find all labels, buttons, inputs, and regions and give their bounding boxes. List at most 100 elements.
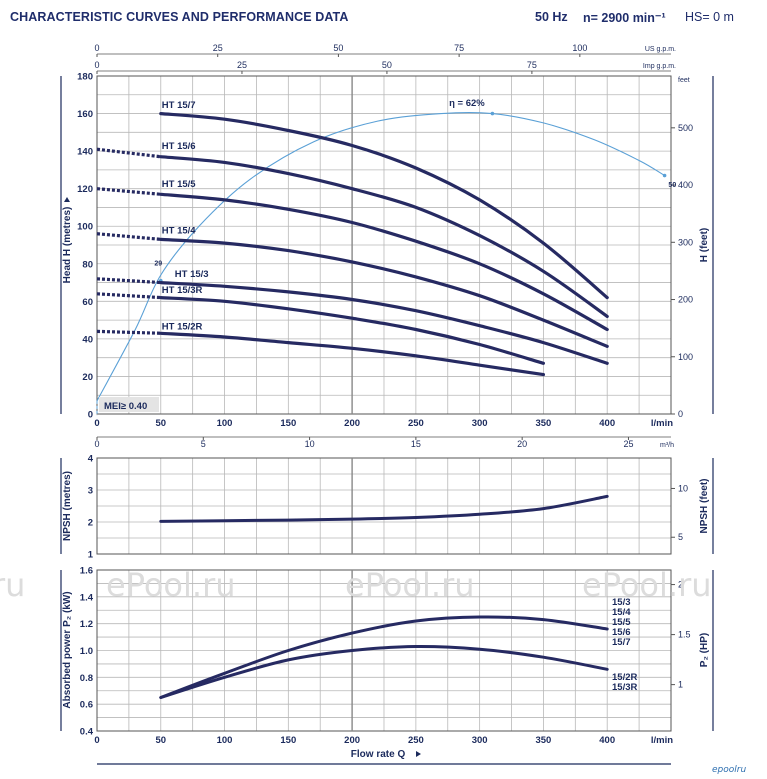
efficiency-peak-point	[490, 111, 495, 116]
head-x-tick-label: 50	[155, 418, 166, 429]
npsh-y-tick-label: 1	[88, 550, 94, 561]
imp-gpm-tick-label: 75	[527, 60, 537, 70]
mei-label-bg	[99, 397, 159, 412]
feet-tick-label: 400	[678, 180, 693, 190]
us-gpm-unit: US g.p.m.	[645, 46, 676, 53]
npsh-y-axis-label: NPSH (metres)	[62, 471, 73, 541]
power-x-tick-label: 150	[280, 735, 296, 746]
power-curve-label: 15/5	[612, 617, 631, 628]
head-curve-dashed	[96, 329, 161, 335]
head-y-tick-label: 40	[82, 334, 93, 345]
feet-tick-label: 0	[678, 409, 683, 419]
power-x-tick-label: 350	[535, 735, 551, 746]
power-x-axis-label: Flow rate Q	[351, 749, 406, 760]
power-y-tick-label: 1.4	[80, 592, 94, 603]
imp-gpm-tick-label: 50	[382, 60, 392, 70]
chart-title: CHARACTERISTIC CURVES AND PERFORMANCE DA…	[10, 10, 349, 24]
speed-label: n= 2900 min⁻¹	[583, 11, 666, 25]
head-curve-dashed	[96, 187, 161, 196]
power-x-tick-label: 0	[94, 735, 99, 746]
head-curve-label: HT 15/3	[175, 269, 209, 280]
power-y-tick-label: 1.0	[80, 646, 93, 657]
feet-tick-label: 500	[678, 123, 693, 133]
head-y2-axis-label: H (feet)	[699, 228, 710, 262]
power-y-tick-label: 0.6	[80, 700, 93, 711]
head-y-tick-label: 120	[77, 184, 93, 195]
us-gpm-tick-label: 75	[454, 43, 464, 53]
head-curve-label: HT 15/4	[162, 226, 197, 237]
npsh-feet-tick-label: 5	[678, 532, 683, 542]
power-x-tick-label: 250	[408, 735, 424, 746]
power-curve-label: 15/3	[612, 597, 631, 608]
head-x-tick-label: 400	[599, 418, 615, 429]
head-y-tick-label: 80	[82, 259, 93, 270]
m3h-tick-label: 0	[94, 439, 99, 449]
watermark-text: ePool.ru	[582, 566, 712, 604]
head-grid	[96, 75, 672, 415]
power-x-tick-label: 200	[344, 735, 360, 746]
power-curve-label: 15/2R	[612, 672, 637, 683]
head-y-tick-label: 140	[77, 147, 93, 158]
power-curve	[159, 644, 609, 699]
npsh-curve	[159, 494, 609, 523]
frequency-label: 50 Hz	[535, 10, 568, 24]
feet-tick-label: 300	[678, 237, 693, 247]
head-x-tick-label: 200	[344, 418, 360, 429]
head-y-tick-label: 60	[82, 297, 93, 308]
efficiency-peak-label: η = 62%	[449, 98, 485, 109]
efficiency-curve	[96, 111, 665, 402]
head-frame	[96, 75, 672, 415]
us-gpm-tick-label: 100	[572, 43, 587, 53]
head-y-axis-label: Head H (metres)	[62, 207, 73, 284]
npsh-y-tick-label: 3	[88, 486, 93, 497]
head-curve	[159, 192, 609, 332]
m3h-tick-label: 20	[517, 439, 527, 449]
m3h-tick-label: 25	[623, 439, 633, 449]
m3h-unit: m³/h	[660, 442, 674, 449]
npsh-feet-tick-label: 10	[678, 483, 688, 493]
efficiency-end-point	[662, 173, 667, 178]
head-x-tick-label: 250	[408, 418, 424, 429]
us-gpm-tick-label: 0	[94, 43, 99, 53]
npsh-y-tick-label: 4	[88, 454, 94, 465]
hp-tick-label: 1	[678, 680, 683, 690]
y-axis-arrow-icon	[64, 197, 70, 202]
npsh-grid	[96, 457, 672, 555]
head-curve	[159, 112, 609, 300]
m3h-tick-label: 10	[305, 439, 315, 449]
hs-label: HS= 0 m	[685, 10, 734, 24]
power-x-tick-label: 50	[155, 735, 166, 746]
head-curve	[159, 281, 609, 365]
power-x-tick-label: 400	[599, 735, 615, 746]
head-y-tick-label: 20	[82, 372, 93, 383]
head-y-tick-label: 160	[77, 109, 93, 120]
head-curve	[159, 155, 609, 318]
hp-tick-label: 1.5	[678, 630, 691, 640]
power-y2-axis-label: P₂ (HP)	[699, 633, 710, 667]
power-y-tick-label: 1.6	[80, 566, 93, 577]
efficiency-29-label: 29	[154, 261, 162, 268]
head-x-unit: l/min	[651, 418, 673, 429]
head-x-tick-label: 150	[280, 418, 296, 429]
us-gpm-tick-label: 50	[333, 43, 343, 53]
us-gpm-tick-label: 25	[213, 43, 223, 53]
m3h-tick-label: 15	[411, 439, 421, 449]
power-curve-label: 15/4	[612, 607, 631, 618]
power-curve	[159, 615, 609, 699]
power-curve-label: 15/6	[612, 627, 631, 638]
head-curve-label: HT 15/6	[162, 141, 196, 152]
head-curve	[159, 331, 545, 377]
power-x-tick-label: 300	[472, 735, 488, 746]
head-x-tick-label: 350	[535, 418, 551, 429]
power-y-axis-label: Absorbed power P₂ (kW)	[62, 591, 73, 708]
head-curve-dashed	[96, 232, 161, 241]
power-y-tick-label: 0.4	[80, 727, 94, 738]
head-curve-dashed	[96, 147, 161, 159]
x-axis-arrow-icon	[416, 751, 421, 757]
npsh-frame	[96, 457, 672, 555]
power-x-tick-label: 100	[217, 735, 233, 746]
power-y-tick-label: 0.8	[80, 673, 93, 684]
power-frame	[96, 569, 672, 732]
head-y-tick-label: 0	[88, 410, 93, 421]
